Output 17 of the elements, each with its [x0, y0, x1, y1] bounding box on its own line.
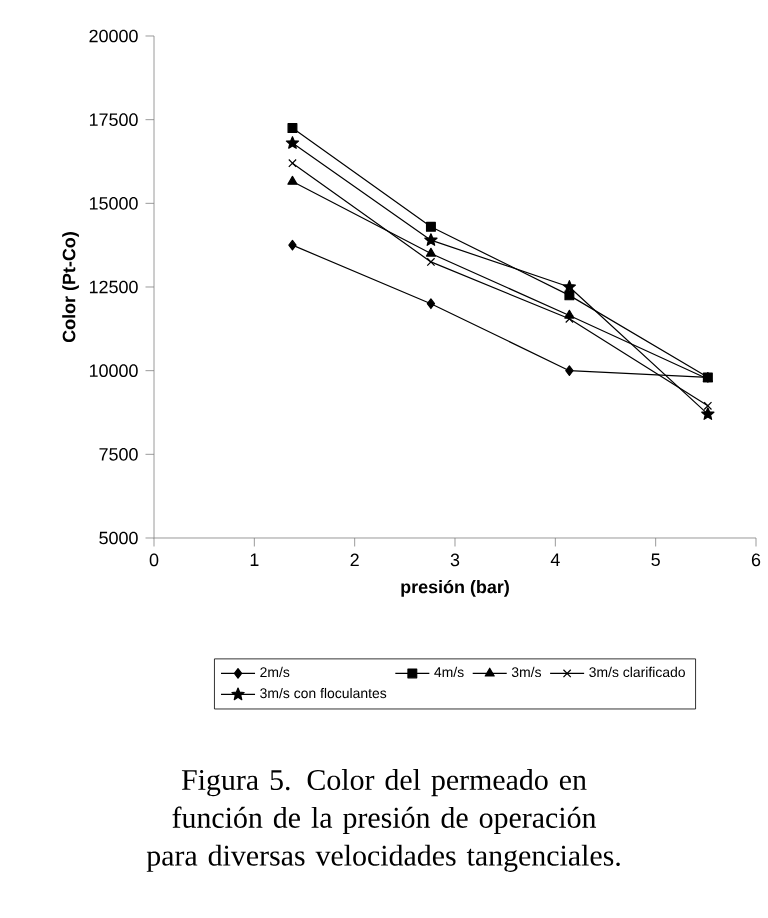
x-tick-label: 3	[450, 553, 460, 567]
y-tick-label: 5000	[99, 531, 138, 545]
x-tick-label: 4	[550, 553, 560, 566]
y-tick-label: 12500	[89, 280, 138, 294]
x-tick-label: 6	[751, 553, 761, 567]
y-tick-label: 15000	[89, 196, 138, 210]
text: Figura 5. Color del permeado en función de la presión de operación para diversas velocidades tangenciales.	[146, 769, 620, 872]
x-tick-label: 2	[350, 553, 359, 567]
x-tick-label: 0	[149, 553, 159, 567]
x-axis-title: presión (bar)	[401, 579, 509, 597]
y-tick-label: 20000	[89, 29, 138, 43]
y-tick-label: 10000	[89, 364, 138, 378]
x-tick-label: 1	[250, 553, 259, 566]
x-tick-label: 5	[651, 553, 660, 567]
y-tick-label: 17500	[89, 113, 138, 127]
y-axis-title: Color (Pt-Co)	[62, 232, 79, 343]
y-tick-label: 7500	[99, 447, 138, 461]
